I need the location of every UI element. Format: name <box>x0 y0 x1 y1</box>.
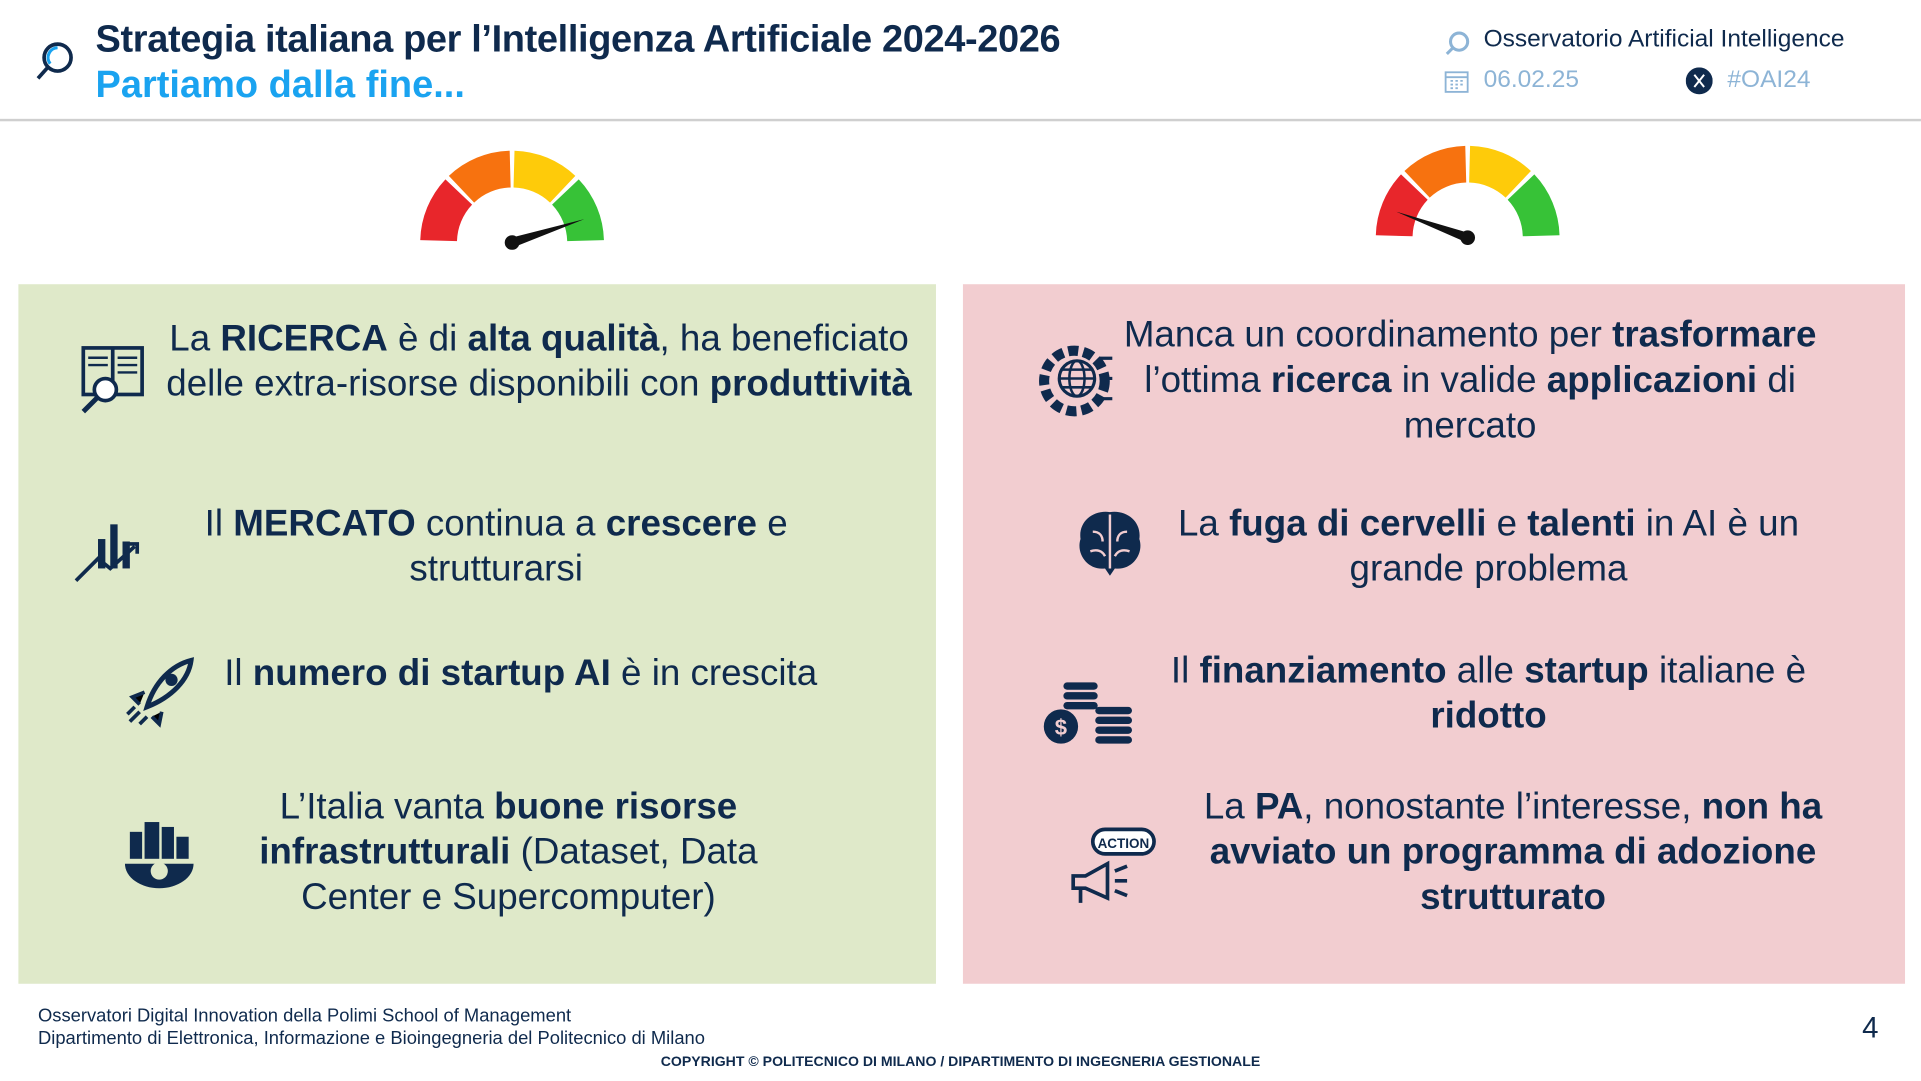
statement-text: italiane è <box>1648 650 1807 691</box>
book-magnifier-icon <box>76 343 154 421</box>
left-panel-statement: L’Italia vanta buone risorse infrastrutt… <box>208 784 808 920</box>
coins-icon: $ <box>1041 669 1134 762</box>
date: 06.02.25 <box>1483 66 1579 94</box>
gauge-segment <box>420 179 473 242</box>
statement-text: (Dataset, Data Center e Supercomputer) <box>301 831 758 918</box>
highlight-text: startup <box>1524 650 1649 691</box>
right-panel-statement: La fuga di cervelli e talenti in AI è un… <box>1127 501 1850 592</box>
right-panel-statement: La PA, nonostante l’interesse, non ha av… <box>1158 784 1869 920</box>
page-number: 4 <box>1862 1011 1879 1046</box>
statement-text: , nonostante l’interesse, <box>1303 786 1702 827</box>
highlight-text: produttività <box>709 363 912 405</box>
gauge-right <box>1375 145 1560 246</box>
statement-text: Manca un coordinamento per <box>1123 314 1613 356</box>
statement-text: Il <box>204 503 234 544</box>
highlight-text: buone risorse infrastrutturali <box>259 786 738 873</box>
statement-text: La <box>1203 786 1255 827</box>
highlight-text: RICERCA <box>220 318 388 359</box>
statement-text: alle <box>1446 650 1525 691</box>
city-gear-icon <box>120 815 198 893</box>
gauge-needle <box>1396 211 1470 243</box>
highlight-text: alta qualità <box>467 318 660 359</box>
statement-text: La <box>1177 503 1230 544</box>
hashtag: #OAI24 <box>1727 66 1811 94</box>
gauge-segment <box>1469 145 1531 198</box>
gauge-segment <box>1375 174 1428 237</box>
action-megaphone-icon: ACTION <box>1068 818 1161 911</box>
highlight-text: ridotto <box>1430 695 1547 737</box>
highlight-text: MERCATO <box>233 503 416 544</box>
statement-text: e <box>1486 503 1528 544</box>
gauge-segment <box>513 150 576 203</box>
header-divider <box>0 118 1921 122</box>
calendar-icon <box>1444 71 1469 93</box>
highlight-text: crescere <box>605 503 757 544</box>
statement-text: di mercato <box>1403 360 1796 446</box>
page-title: Strategia italiana per l’Intelligenza Ar… <box>95 17 1061 61</box>
highlight-text: trasformare <box>1612 314 1817 356</box>
magnifier-icon <box>1445 31 1470 55</box>
left-panel-statement: La RICERCA è di alta qualità, ha benefic… <box>153 316 925 407</box>
statement-text: L’Italia vanta <box>279 786 495 827</box>
gauge-segment <box>448 150 511 203</box>
highlight-text: applicazioni <box>1546 360 1758 401</box>
statement-text: , ha beneficiato delle extra-risorse dis… <box>166 318 909 405</box>
footer-line2: Dipartimento di Elettronica, Informazion… <box>37 1027 706 1049</box>
observatory-name: Osservatorio Artificial Intelligence <box>1483 25 1845 53</box>
left-panel-statement: Il MERCATO continua a crescere e struttu… <box>159 501 833 592</box>
left-panel-statement: Il numero di startup AI è in crescita <box>184 651 858 696</box>
statement-text: è di <box>387 318 468 359</box>
highlight-text: ricerca <box>1270 360 1392 401</box>
statement-text: l’ottima <box>1144 360 1271 401</box>
x-logo-icon[interactable] <box>1685 67 1713 95</box>
highlight-text: finanziamento <box>1199 650 1447 691</box>
copyright: COPYRIGHT © POLITECNICO DI MILANO / DIPA… <box>660 1054 1261 1070</box>
gauge-hub <box>1460 230 1476 246</box>
statement-text: Il <box>1170 650 1200 691</box>
highlight-text: numero di startup AI <box>252 652 611 694</box>
logo-magnifier-icon <box>36 42 73 80</box>
highlight-text: PA <box>1254 786 1304 827</box>
growth-chart-icon <box>71 512 149 590</box>
gauge-segment <box>1404 145 1467 198</box>
highlight-text: talenti <box>1527 503 1636 544</box>
statement-text: continua a <box>415 503 606 544</box>
statement-text: è in crescita <box>610 652 818 694</box>
right-panel-statement: Il finanziamento alle startup italiane è… <box>1127 648 1850 739</box>
brain-icon <box>1071 505 1149 583</box>
rocket-icon <box>123 655 201 733</box>
gauge-segment <box>1507 174 1560 237</box>
gauge-left <box>420 150 604 250</box>
page-subtitle: Partiamo dalla fine... <box>95 62 465 106</box>
statement-text: in valide <box>1391 360 1547 401</box>
highlight-text: non ha avviato un programma di adozione … <box>1209 786 1823 918</box>
action-label: ACTION <box>1098 836 1150 851</box>
gauge-needle <box>510 219 585 248</box>
highlight-text: fuga di cervelli <box>1229 503 1487 544</box>
statement-text: e strutturarsi <box>409 503 788 590</box>
statement-text: Il <box>224 652 253 694</box>
globe-gear-icon <box>1034 341 1115 422</box>
statement-text: La <box>169 318 221 359</box>
svg-text:$: $ <box>1055 715 1067 740</box>
statement-text: in AI è un grande problema <box>1349 503 1800 590</box>
gauge-hub <box>504 235 520 250</box>
right-panel-statement: Manca un coordinamento per trasformare l… <box>1115 312 1826 448</box>
footer-line1: Osservatori Digital Innovation della Pol… <box>37 1005 572 1027</box>
